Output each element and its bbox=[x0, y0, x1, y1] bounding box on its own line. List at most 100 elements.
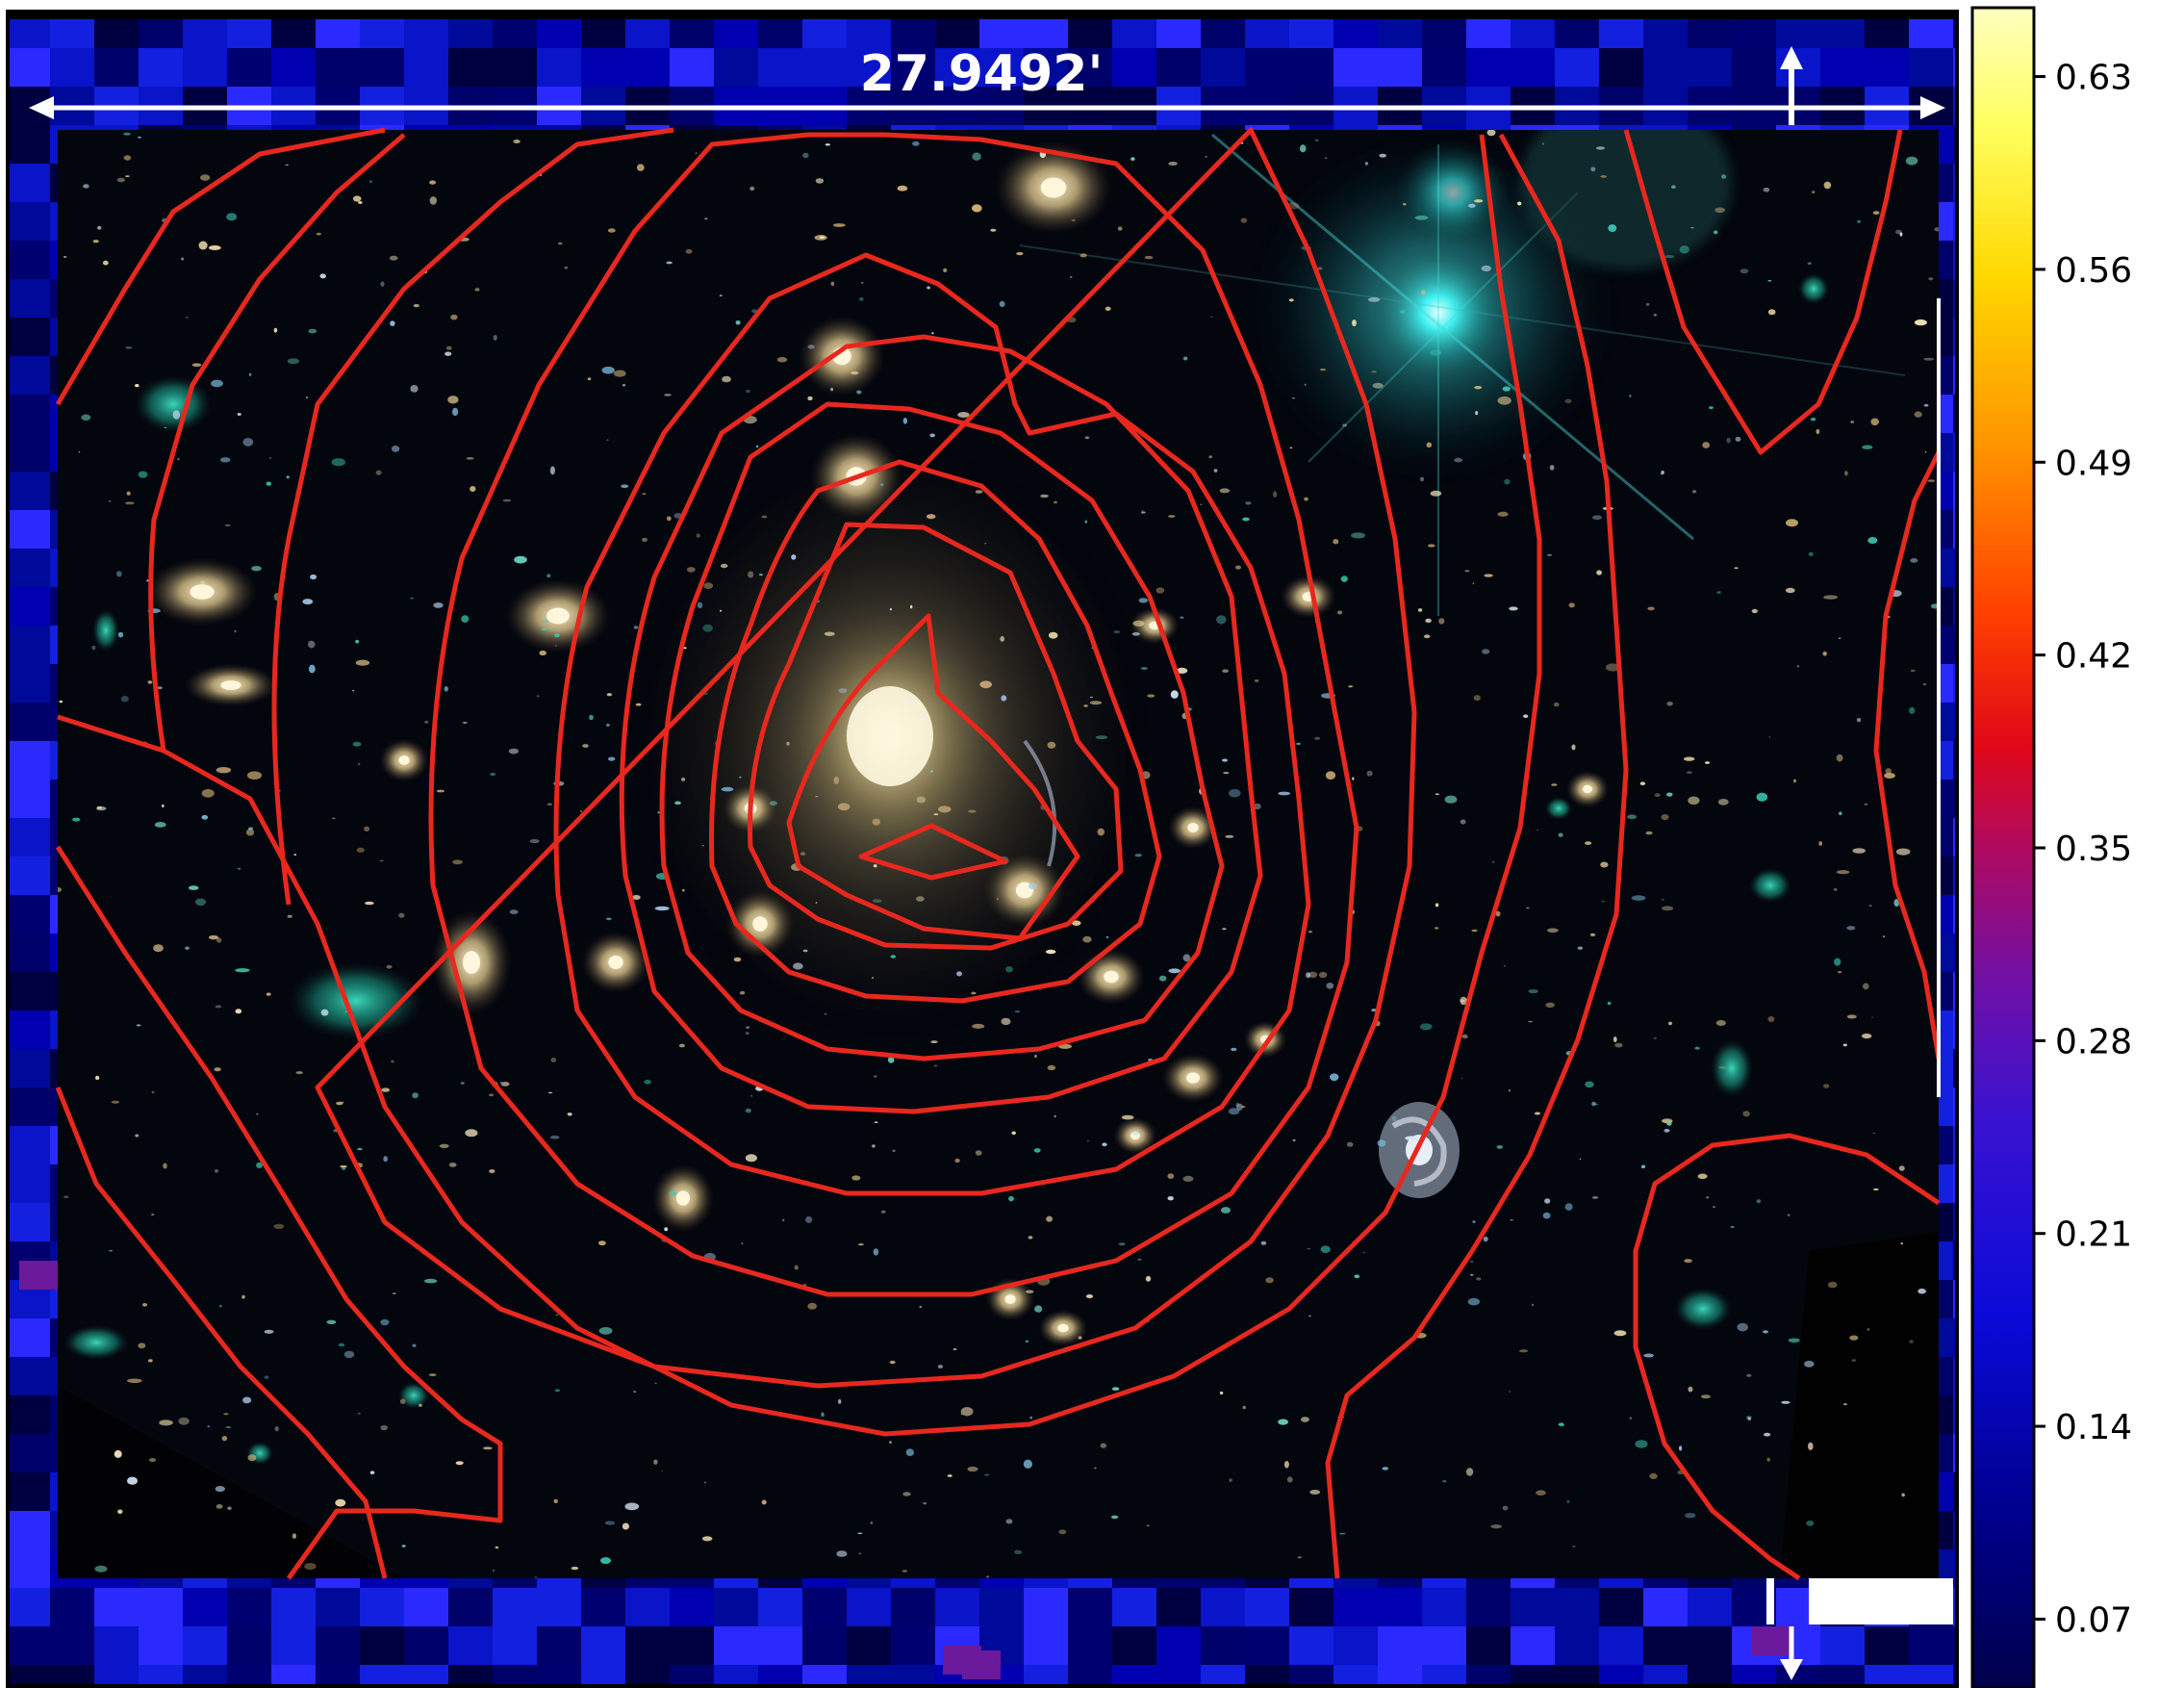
background-galaxy bbox=[1034, 1305, 1043, 1313]
background-galaxy bbox=[604, 1521, 616, 1525]
density-map-pixel bbox=[448, 1665, 493, 1684]
background-galaxy bbox=[225, 1426, 231, 1428]
background-galaxy bbox=[1130, 157, 1135, 162]
background-galaxy bbox=[1430, 349, 1442, 356]
background-galaxy bbox=[1504, 964, 1506, 967]
background-galaxy bbox=[1399, 310, 1406, 314]
density-map-pixel bbox=[1555, 1626, 1599, 1665]
background-galaxy bbox=[703, 582, 714, 589]
background-galaxy bbox=[154, 822, 166, 828]
foreground-source bbox=[1749, 868, 1791, 903]
background-galaxy bbox=[902, 1570, 908, 1573]
background-galaxy bbox=[553, 1498, 558, 1503]
background-galaxy bbox=[410, 385, 419, 393]
background-galaxy bbox=[636, 164, 645, 171]
background-galaxy bbox=[968, 809, 977, 813]
background-galaxy bbox=[1435, 793, 1439, 795]
background-galaxy bbox=[802, 152, 809, 159]
density-map-pixel bbox=[1201, 1665, 1245, 1684]
density-map-pixel bbox=[50, 1626, 94, 1665]
scale-bar-label: 27.9492' bbox=[860, 45, 1104, 103]
background-galaxy bbox=[1472, 582, 1474, 584]
background-galaxy bbox=[872, 977, 875, 980]
background-galaxy bbox=[135, 384, 140, 388]
background-galaxy bbox=[999, 300, 1005, 307]
scale-bar: 27.9492' bbox=[29, 45, 1945, 1680]
density-map-pixel bbox=[10, 279, 50, 318]
background-galaxy bbox=[295, 1071, 303, 1075]
background-galaxy bbox=[1117, 226, 1123, 231]
background-galaxy bbox=[1549, 465, 1555, 471]
density-map-pixel bbox=[891, 1665, 935, 1684]
background-galaxy bbox=[1666, 792, 1673, 797]
background-galaxy bbox=[607, 228, 616, 233]
density-map-pixel bbox=[537, 1588, 581, 1626]
background-galaxy bbox=[1058, 1529, 1067, 1535]
background-galaxy bbox=[120, 696, 129, 703]
density-map-pixel bbox=[1112, 1588, 1156, 1626]
density-map-pixel bbox=[1953, 1203, 1955, 1241]
background-galaxy bbox=[1766, 1457, 1770, 1462]
background-galaxy bbox=[1867, 1328, 1870, 1331]
background-galaxy bbox=[1851, 1359, 1857, 1362]
background-galaxy bbox=[509, 909, 519, 914]
colorbar-tick-label: 0.21 bbox=[2055, 1215, 2132, 1255]
background-galaxy bbox=[635, 703, 642, 706]
density-map-pixel bbox=[1953, 1665, 1955, 1684]
background-galaxy bbox=[401, 1545, 406, 1547]
background-galaxy bbox=[490, 772, 496, 777]
density-map-pixel bbox=[94, 48, 139, 87]
background-galaxy bbox=[117, 631, 124, 638]
background-galaxy bbox=[444, 351, 452, 356]
background-galaxy bbox=[1546, 553, 1553, 556]
background-galaxy bbox=[352, 689, 355, 692]
background-galaxy bbox=[465, 1129, 478, 1138]
background-galaxy bbox=[938, 806, 952, 813]
cluster-galaxy-core bbox=[546, 607, 570, 625]
background-galaxy bbox=[1330, 1073, 1339, 1082]
background-galaxy bbox=[461, 615, 470, 623]
density-map-pixel bbox=[714, 48, 758, 87]
density-map-pixel bbox=[316, 1626, 360, 1665]
background-galaxy bbox=[266, 481, 272, 486]
background-galaxy bbox=[933, 813, 939, 816]
background-galaxy bbox=[1746, 1416, 1752, 1419]
background-galaxy bbox=[1717, 799, 1729, 806]
density-map-pixel bbox=[581, 1626, 625, 1665]
background-galaxy bbox=[1492, 860, 1495, 863]
background-galaxy bbox=[448, 1163, 457, 1167]
background-galaxy bbox=[1697, 1173, 1708, 1180]
density-map-pixel bbox=[625, 1626, 670, 1665]
background-galaxy bbox=[761, 515, 768, 519]
background-galaxy bbox=[956, 971, 962, 977]
density-map-pixel bbox=[10, 934, 50, 972]
colorbar-tick-label: 0.35 bbox=[2055, 830, 2132, 869]
background-galaxy bbox=[657, 811, 660, 814]
background-galaxy bbox=[606, 693, 613, 697]
background-galaxy bbox=[912, 141, 920, 146]
background-galaxy bbox=[109, 500, 112, 502]
background-galaxy bbox=[967, 1466, 978, 1472]
background-galaxy bbox=[1614, 1042, 1623, 1048]
contour-right-top bbox=[1623, 129, 1903, 455]
background-galaxy bbox=[1182, 1175, 1194, 1182]
density-map-pixel bbox=[10, 241, 50, 279]
background-galaxy bbox=[502, 499, 512, 502]
contour-level-6 bbox=[619, 334, 1263, 1114]
density-map-pixel bbox=[625, 1588, 670, 1626]
density-map-pixel bbox=[1732, 1665, 1776, 1684]
background-galaxy bbox=[151, 1090, 155, 1093]
density-map-pixel bbox=[670, 19, 714, 48]
background-galaxy bbox=[392, 1292, 396, 1294]
background-galaxy bbox=[1839, 811, 1842, 815]
density-map-pixel bbox=[714, 19, 758, 48]
background-galaxy bbox=[343, 1350, 355, 1359]
background-galaxy bbox=[1635, 1440, 1648, 1448]
background-galaxy bbox=[287, 358, 299, 365]
background-galaxy bbox=[1591, 515, 1603, 520]
background-galaxy bbox=[379, 859, 384, 862]
background-galaxy bbox=[957, 412, 970, 418]
density-map-pixel bbox=[1333, 48, 1378, 87]
background-galaxy bbox=[1856, 718, 1862, 723]
background-galaxy bbox=[151, 1214, 155, 1215]
